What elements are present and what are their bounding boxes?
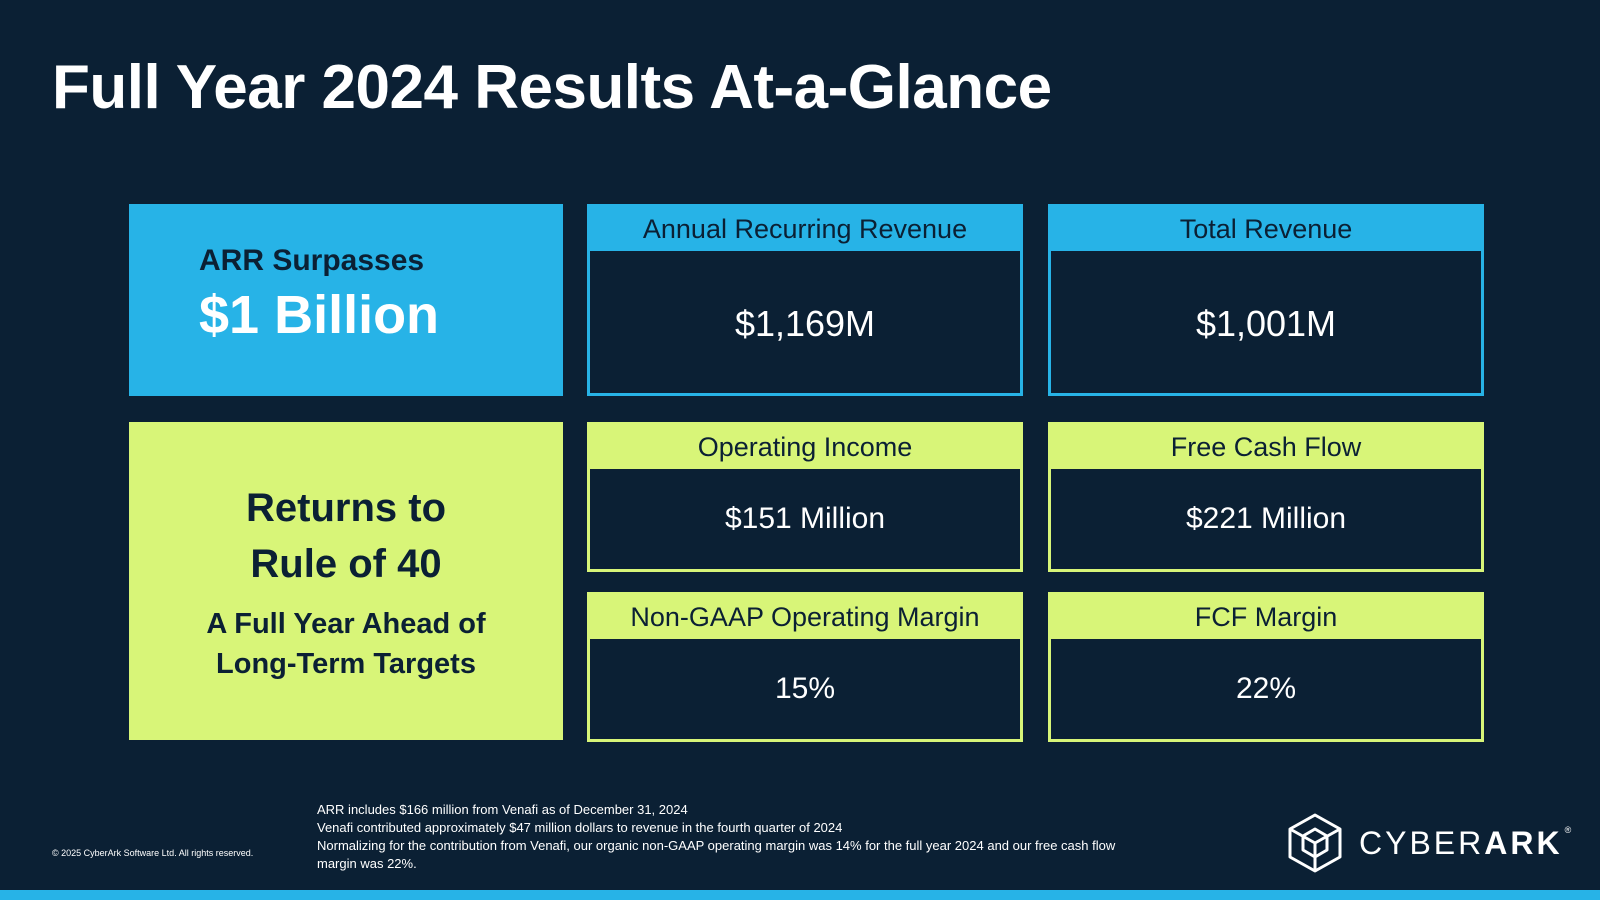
arr-feature-line1: ARR Surpasses	[199, 244, 425, 277]
arr-feature-box: ARR Surpasses $1 Billion	[129, 204, 563, 396]
metric-label: Total Revenue	[1051, 207, 1481, 251]
metric-value: $221 Million	[1185, 502, 1347, 535]
metric-label: FCF Margin	[1051, 595, 1481, 639]
arr-feature-line2: $1 Billion	[199, 285, 440, 345]
metric-value: $1,169M	[734, 303, 876, 344]
logo-wordmark: CYBERARK ®	[1359, 825, 1574, 862]
footnote: Venafi contributed approximately $47 mil…	[317, 820, 843, 835]
metric-card-operating-income: Operating Income $151 Million	[587, 422, 1023, 572]
footnote: ARR includes $166 million from Venafi as…	[317, 802, 688, 817]
metric-card-free-cash-flow: Free Cash Flow $221 Million	[1048, 422, 1484, 572]
metric-value: $1,001M	[1195, 303, 1337, 344]
cube-logo-icon	[1288, 813, 1342, 873]
metric-label: Operating Income	[590, 425, 1020, 469]
metric-label: Non-GAAP Operating Margin	[590, 595, 1020, 639]
rule-line2: Rule of 40	[250, 542, 442, 586]
metric-card-fcf-margin: FCF Margin 22%	[1048, 592, 1484, 742]
cyberark-logo: CYBERARK ®	[1287, 812, 1574, 874]
metric-value: 22%	[1235, 672, 1297, 705]
rule-of-40-box: Returns to Rule of 40 A Full Year Ahead …	[129, 422, 563, 740]
metric-label: Annual Recurring Revenue	[590, 207, 1020, 251]
metric-card-arr: Annual Recurring Revenue $1,169M	[587, 204, 1023, 396]
rule-line1: Returns to	[246, 486, 446, 530]
footnote: Normalizing for the contribution from Ve…	[317, 838, 1116, 871]
rule-sub: A Full Year Ahead of Long-Term Targets	[129, 604, 563, 684]
logo-word-light: CYBER	[1359, 824, 1485, 861]
rule-line4: Long-Term Targets	[216, 648, 476, 680]
bottom-accent-bar	[0, 890, 1600, 900]
footnotes: ARR includes $166 million from Venafi as…	[317, 801, 1147, 873]
metric-card-total-revenue: Total Revenue $1,001M	[1048, 204, 1484, 396]
rule-line3: A Full Year Ahead of	[206, 608, 486, 640]
copyright: © 2025 CyberArk Software Ltd. All rights…	[52, 848, 254, 858]
metric-value: 15%	[774, 672, 836, 705]
metric-value: $151 Million	[724, 502, 886, 535]
slide-title: Full Year 2024 Results At-a-Glance	[52, 53, 1052, 122]
metric-label: Free Cash Flow	[1051, 425, 1481, 469]
logo-word-bold: ARK	[1484, 824, 1563, 861]
metric-card-operating-margin: Non-GAAP Operating Margin 15%	[587, 592, 1023, 742]
logo-registered: ®	[1564, 824, 1575, 835]
